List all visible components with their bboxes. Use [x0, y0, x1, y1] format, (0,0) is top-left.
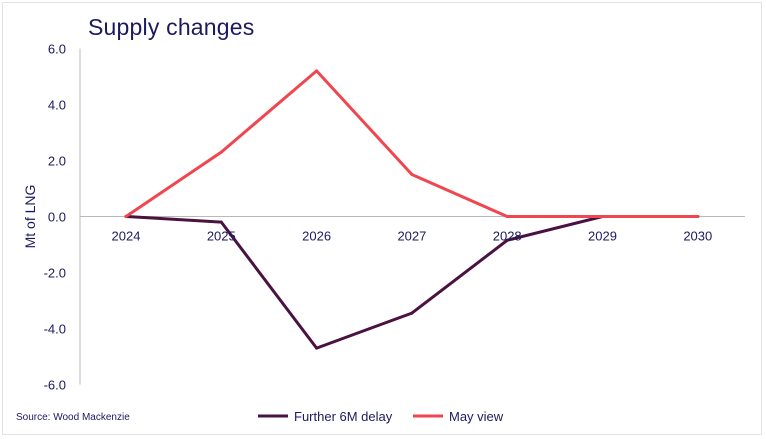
data-point	[696, 215, 700, 218]
data-point	[410, 311, 414, 315]
legend-label-2: May view	[449, 409, 504, 424]
x-tick-label: 2029	[588, 229, 617, 244]
x-tick-label: 2024	[112, 229, 141, 244]
x-tick-label: 2027	[397, 229, 426, 244]
y-tick-label: 6.0	[48, 42, 66, 57]
chart-title: Supply changes	[88, 14, 255, 40]
y-tick-label: 4.0	[48, 98, 66, 113]
x-tick-label: 2028	[493, 229, 522, 244]
data-point	[410, 173, 414, 176]
y-tick-label: 0.0	[48, 210, 66, 225]
y-tick-label: -4.0	[44, 322, 66, 337]
y-axis-label: Mt of LNG	[22, 185, 38, 249]
data-point	[315, 346, 319, 350]
data-point	[219, 150, 223, 154]
data-point	[601, 215, 604, 218]
series-line-2	[124, 69, 700, 218]
data-point	[505, 215, 509, 218]
data-point	[124, 215, 128, 218]
x-tick-label: 2030	[683, 229, 712, 244]
x-tick-label: 2025	[207, 229, 236, 244]
y-tick-label: -2.0	[44, 266, 66, 281]
y-tick-label: 2.0	[48, 154, 66, 169]
data-point	[505, 238, 509, 242]
chart-frame	[2, 2, 762, 435]
data-point	[219, 220, 223, 224]
data-point	[315, 69, 319, 73]
y-tick-label: -6.0	[44, 378, 66, 393]
x-tick-label: 2026	[302, 229, 331, 244]
source-note: Source: Wood Mackenzie	[16, 412, 130, 423]
legend-label-1: Further 6M delay	[294, 409, 393, 424]
